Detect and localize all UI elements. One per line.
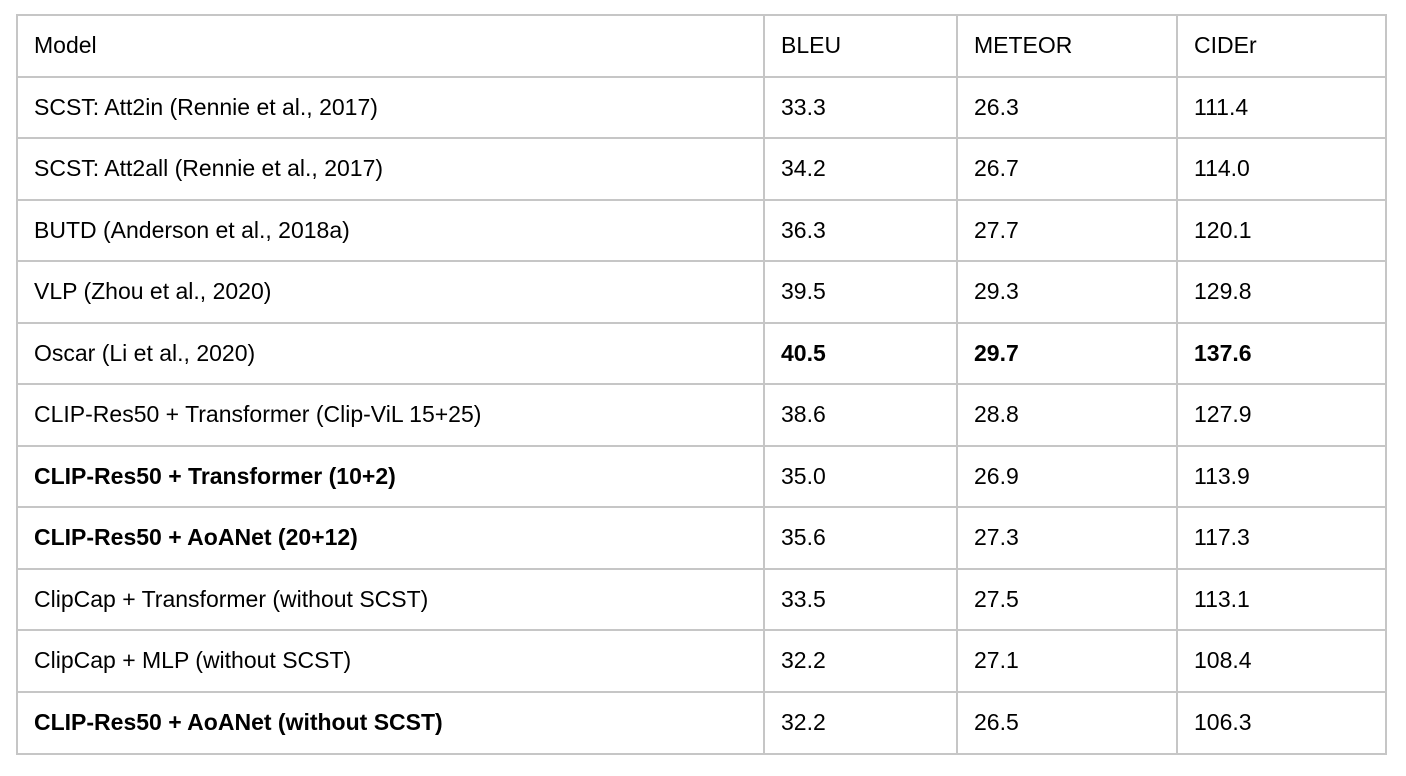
cider-cell: 113.9: [1176, 444, 1387, 508]
bleu-cell: 33.5: [763, 567, 958, 631]
table-row: CLIP-Res50 + AoANet (20+12) 35.6 27.3 11…: [16, 506, 1387, 570]
bleu-cell: 38.6: [763, 383, 958, 447]
table-row: ClipCap + Transformer (without SCST) 33.…: [16, 567, 1387, 631]
bleu-cell: 40.5: [763, 321, 958, 385]
header-model: Model: [16, 14, 765, 78]
header-cider: CIDEr: [1176, 14, 1387, 78]
model-cell: Oscar (Li et al., 2020): [16, 321, 765, 385]
table-row: Oscar (Li et al., 2020) 40.5 29.7 137.6: [16, 321, 1387, 385]
cider-cell: 106.3: [1176, 690, 1387, 755]
meteor-cell: 26.9: [956, 444, 1178, 508]
meteor-cell: 29.3: [956, 260, 1178, 324]
table-row: SCST: Att2all (Rennie et al., 2017) 34.2…: [16, 137, 1387, 201]
cider-cell: 111.4: [1176, 75, 1387, 139]
model-cell: SCST: Att2all (Rennie et al., 2017): [16, 137, 765, 201]
bleu-cell: 35.6: [763, 506, 958, 570]
meteor-cell: 26.5: [956, 690, 1178, 755]
table-row: BUTD (Anderson et al., 2018a) 36.3 27.7 …: [16, 198, 1387, 262]
cider-cell: 113.1: [1176, 567, 1387, 631]
bleu-cell: 39.5: [763, 260, 958, 324]
model-cell: ClipCap + Transformer (without SCST): [16, 567, 765, 631]
bleu-cell: 35.0: [763, 444, 958, 508]
model-cell: ClipCap + MLP (without SCST): [16, 629, 765, 693]
bleu-cell: 36.3: [763, 198, 958, 262]
header-meteor: METEOR: [956, 14, 1178, 78]
meteor-cell: 28.8: [956, 383, 1178, 447]
bleu-cell: 32.2: [763, 690, 958, 755]
cider-cell: 127.9: [1176, 383, 1387, 447]
meteor-cell: 27.5: [956, 567, 1178, 631]
meteor-cell: 27.1: [956, 629, 1178, 693]
header-bleu: BLEU: [763, 14, 958, 78]
cider-cell: 108.4: [1176, 629, 1387, 693]
meteor-cell: 26.7: [956, 137, 1178, 201]
model-cell: CLIP-Res50 + AoANet (without SCST): [16, 690, 765, 755]
table-row: SCST: Att2in (Rennie et al., 2017) 33.3 …: [16, 75, 1387, 139]
cider-cell: 129.8: [1176, 260, 1387, 324]
bleu-cell: 34.2: [763, 137, 958, 201]
results-table: Model BLEU METEOR CIDEr SCST: Att2in (Re…: [16, 14, 1387, 755]
model-cell: CLIP-Res50 + AoANet (20+12): [16, 506, 765, 570]
model-cell: VLP (Zhou et al., 2020): [16, 260, 765, 324]
model-cell: CLIP-Res50 + Transformer (10+2): [16, 444, 765, 508]
model-cell: CLIP-Res50 + Transformer (Clip-ViL 15+25…: [16, 383, 765, 447]
model-cell: SCST: Att2in (Rennie et al., 2017): [16, 75, 765, 139]
cider-cell: 120.1: [1176, 198, 1387, 262]
table-row: CLIP-Res50 + AoANet (without SCST) 32.2 …: [16, 690, 1387, 755]
meteor-cell: 27.7: [956, 198, 1178, 262]
table-row: ClipCap + MLP (without SCST) 32.2 27.1 1…: [16, 629, 1387, 693]
bleu-cell: 32.2: [763, 629, 958, 693]
meteor-cell: 26.3: [956, 75, 1178, 139]
bleu-cell: 33.3: [763, 75, 958, 139]
cider-cell: 117.3: [1176, 506, 1387, 570]
table-row: CLIP-Res50 + Transformer (10+2) 35.0 26.…: [16, 444, 1387, 508]
table-row: CLIP-Res50 + Transformer (Clip-ViL 15+25…: [16, 383, 1387, 447]
table-header-row: Model BLEU METEOR CIDEr: [16, 14, 1387, 78]
table-row: VLP (Zhou et al., 2020) 39.5 29.3 129.8: [16, 260, 1387, 324]
meteor-cell: 27.3: [956, 506, 1178, 570]
cider-cell: 137.6: [1176, 321, 1387, 385]
meteor-cell: 29.7: [956, 321, 1178, 385]
model-cell: BUTD (Anderson et al., 2018a): [16, 198, 765, 262]
cider-cell: 114.0: [1176, 137, 1387, 201]
